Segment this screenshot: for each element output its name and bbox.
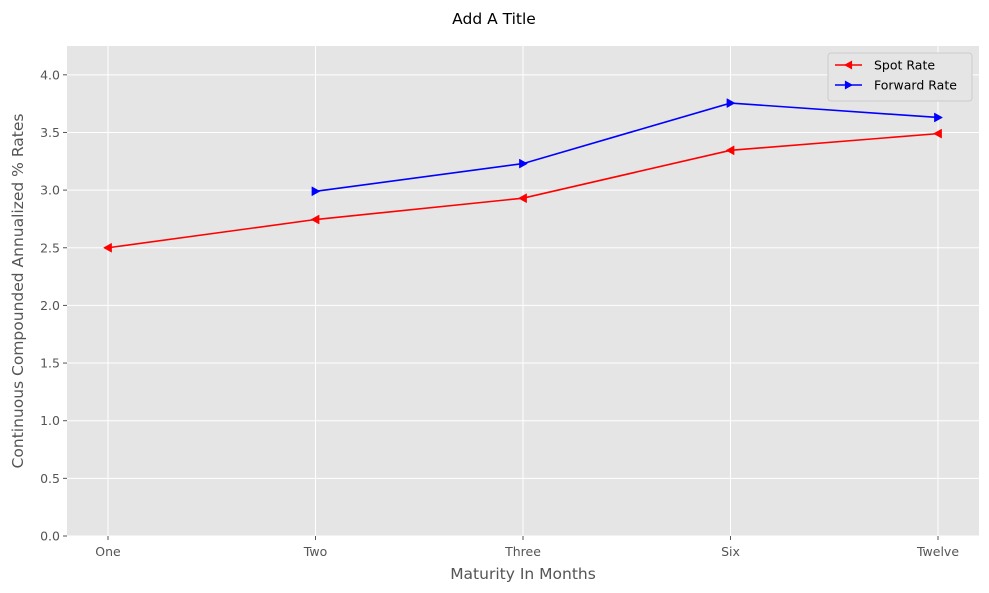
legend-box	[827, 52, 973, 102]
grid	[67, 46, 979, 537]
series-spot-rate	[102, 128, 942, 253]
x-tick-label: Six	[721, 544, 740, 559]
y-tick-label: 3.5	[40, 125, 60, 140]
legend-marker	[844, 60, 853, 70]
data-point	[310, 214, 320, 225]
legend-item: Spot Rate	[835, 58, 935, 73]
series-line	[315, 102, 939, 193]
x-tick-label: Two	[303, 544, 327, 559]
legend-marker	[844, 80, 853, 90]
y-tick-label: 3.0	[40, 183, 60, 198]
series-forward-rate	[311, 98, 944, 197]
x-tick-label: Three	[504, 544, 541, 559]
legend-item: Forward Rate	[835, 78, 957, 93]
x-axis: One Two Three Six Twelve	[95, 536, 959, 559]
chart-title: Add A Title	[452, 10, 536, 28]
y-tick-label: 1.5	[40, 356, 60, 371]
y-tick-label: 4.0	[40, 67, 60, 82]
x-axis-label: Maturity In Months	[450, 565, 596, 583]
data-point	[934, 112, 944, 123]
data-point	[311, 186, 321, 197]
y-tick-label: 2.0	[40, 298, 60, 313]
y-tick-label: 0.5	[40, 471, 60, 486]
y-axis-label: Continuous Compounded Annualized % Rates	[9, 114, 27, 469]
legend-label: Forward Rate	[874, 78, 957, 93]
legend: Spot Rate Forward Rate	[827, 52, 973, 102]
legend-label: Spot Rate	[874, 58, 935, 73]
data-point	[725, 145, 735, 156]
data-point	[726, 98, 736, 108]
data-point	[932, 128, 942, 139]
data-point	[517, 193, 527, 204]
data-point	[102, 242, 112, 253]
y-tick-label: 2.5	[40, 240, 60, 255]
y-tick-label: 1.0	[40, 413, 60, 428]
x-tick-label: One	[95, 544, 121, 559]
data-point	[519, 158, 529, 169]
y-axis: 0.0 0.5 1.0 1.5 2.0 2.5 3.0 3.5 4.0	[40, 67, 67, 544]
x-tick-label: Twelve	[916, 544, 959, 559]
series	[102, 98, 944, 253]
y-tick-label: 0.0	[40, 529, 60, 544]
